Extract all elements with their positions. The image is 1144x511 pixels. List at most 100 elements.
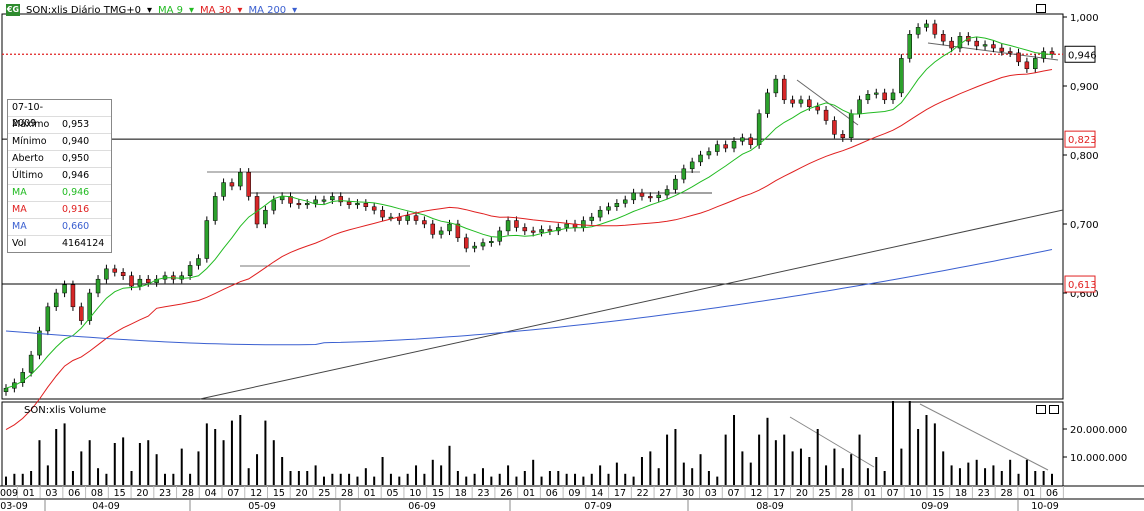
candle-up bbox=[20, 372, 25, 383]
x-day-label: 23 bbox=[159, 488, 171, 499]
volume-bar bbox=[147, 440, 150, 485]
volume-bar bbox=[197, 451, 200, 485]
volume-bar bbox=[222, 440, 225, 485]
candle-up bbox=[589, 216, 595, 221]
volume-bar bbox=[415, 465, 418, 485]
volume-bar bbox=[707, 471, 710, 485]
volume-bar bbox=[1009, 459, 1012, 485]
candle-up bbox=[715, 144, 720, 152]
trend-line-0 bbox=[199, 209, 1064, 400]
volume-bar bbox=[749, 462, 752, 485]
x-day-label: 25 bbox=[318, 488, 330, 499]
volume-bar bbox=[666, 434, 669, 485]
candle-up bbox=[915, 27, 921, 35]
x-day-label: 20 bbox=[136, 488, 148, 499]
ma9-legend[interactable]: MA 9 bbox=[157, 4, 183, 16]
volume-bar bbox=[783, 434, 786, 485]
ma200-legend[interactable]: MA 200 bbox=[248, 4, 287, 16]
candle-up bbox=[957, 36, 963, 49]
volume-bar bbox=[933, 423, 936, 485]
candle-down bbox=[974, 40, 979, 47]
volume-bar bbox=[71, 471, 74, 485]
volume-panel-maximize-icon[interactable] bbox=[1036, 405, 1046, 414]
candle-down bbox=[514, 220, 519, 228]
candle-up bbox=[664, 189, 670, 196]
x-day-label: 30 bbox=[682, 488, 694, 499]
last-price-label: 0,946 bbox=[1068, 50, 1097, 61]
volume-bar bbox=[975, 459, 978, 485]
candle-down bbox=[463, 237, 469, 249]
volume-bar bbox=[348, 473, 351, 485]
volume-bar bbox=[180, 448, 183, 485]
candle-down bbox=[146, 278, 151, 283]
x-day-label: 06 bbox=[546, 488, 558, 499]
candle-down bbox=[723, 144, 728, 149]
volume-bar bbox=[1025, 459, 1028, 485]
info-label-max: Máximo bbox=[12, 119, 50, 130]
candle-down bbox=[346, 201, 352, 205]
info-value-vol: 4164124 bbox=[62, 238, 105, 249]
volume-bar bbox=[473, 473, 476, 485]
x-day-label: 28 bbox=[341, 488, 353, 499]
candle-up bbox=[848, 113, 854, 138]
app-logo: €G bbox=[6, 4, 20, 16]
x-month-label: 04-09 bbox=[92, 501, 120, 511]
volume-bar bbox=[674, 429, 677, 485]
volume-bar bbox=[774, 440, 777, 485]
trend-line-7 bbox=[919, 403, 1049, 471]
volume-bar bbox=[507, 465, 510, 485]
candle-up bbox=[673, 178, 678, 190]
volume-bar bbox=[691, 468, 694, 485]
info-value-max: 0,953 bbox=[62, 119, 90, 130]
info-date: 07-10-2009 bbox=[12, 102, 44, 129]
x-day-label: 17 bbox=[773, 488, 785, 499]
info-value-last: 0,946 bbox=[62, 170, 90, 181]
candle-up bbox=[263, 209, 268, 225]
x-day-label: 15 bbox=[114, 488, 126, 499]
candle-up bbox=[756, 113, 762, 145]
price-panel-maximize-icon[interactable] bbox=[1036, 4, 1046, 13]
candle-down bbox=[648, 196, 653, 199]
info-label-last: Último bbox=[12, 170, 44, 181]
volume-bar bbox=[925, 415, 928, 485]
volume-bar bbox=[406, 473, 409, 485]
info-value-min: 0,940 bbox=[62, 136, 90, 147]
ma30-dropdown-icon[interactable]: ▾ bbox=[237, 4, 243, 16]
info-value-ma30: 0,916 bbox=[62, 204, 90, 215]
volume-bar bbox=[724, 434, 727, 485]
candle-up bbox=[581, 220, 586, 228]
candle-up bbox=[740, 137, 745, 142]
symbol-label[interactable]: SON:xlis Diário TMG+0 bbox=[26, 4, 141, 16]
candle-up bbox=[179, 275, 184, 280]
candle-down bbox=[129, 275, 134, 287]
price-tick-label: 0,900 bbox=[1070, 82, 1099, 93]
candle-down bbox=[991, 44, 996, 49]
candle-up bbox=[1033, 58, 1038, 70]
candle-up bbox=[137, 278, 143, 287]
ma9-dropdown-icon[interactable]: ▾ bbox=[189, 4, 195, 16]
candle-up bbox=[104, 268, 109, 280]
volume-bar bbox=[80, 451, 83, 485]
candle-up bbox=[87, 292, 92, 321]
volume-bar bbox=[766, 417, 769, 485]
candle-up bbox=[212, 196, 218, 221]
volume-panel-close-icon[interactable] bbox=[1049, 405, 1059, 414]
volume-bar bbox=[515, 476, 518, 485]
candle-up bbox=[355, 203, 360, 206]
volume-bar bbox=[239, 415, 242, 485]
volume-bar bbox=[917, 429, 920, 485]
volume-bar bbox=[389, 473, 392, 485]
volume-bar bbox=[942, 451, 945, 485]
ma200-dropdown-icon[interactable]: ▾ bbox=[292, 4, 298, 16]
ma30-legend[interactable]: MA 30 bbox=[200, 4, 232, 16]
x-day-label: 06 bbox=[1046, 488, 1058, 499]
symbol-dropdown-icon[interactable]: ▾ bbox=[146, 4, 152, 16]
price-tick-label: 0,600 bbox=[1070, 289, 1099, 300]
candle-down bbox=[840, 134, 846, 139]
candle-up bbox=[731, 140, 737, 149]
volume-bar bbox=[398, 476, 401, 485]
candle-up bbox=[405, 215, 410, 221]
candle-up bbox=[924, 23, 929, 28]
x-day-label: 2009 bbox=[0, 488, 18, 499]
volume-bar bbox=[205, 423, 208, 485]
